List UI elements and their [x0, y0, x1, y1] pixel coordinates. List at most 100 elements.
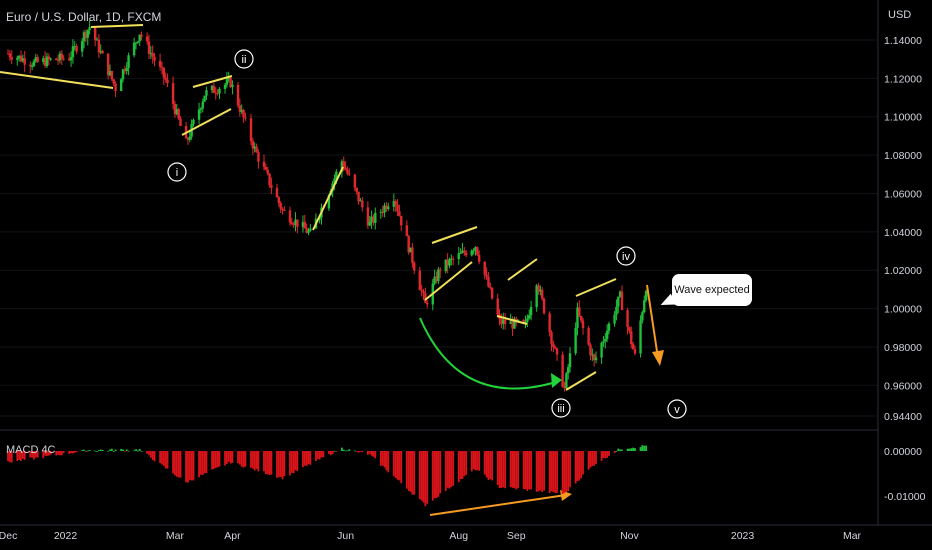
- candle-body: [618, 291, 622, 297]
- macd-bar: [359, 451, 362, 452]
- macd-bar: [340, 447, 343, 451]
- macd-bar: [333, 450, 336, 452]
- macd-bar: [381, 451, 384, 466]
- macd-bar: [641, 445, 644, 451]
- candle-body: [268, 173, 271, 186]
- macd-bar: [498, 451, 501, 488]
- candle-body: [418, 270, 421, 291]
- candle-body: [8, 53, 12, 58]
- candle-body: [385, 205, 388, 209]
- macd-bar: [179, 451, 182, 478]
- candle-body: [108, 70, 112, 76]
- candle-body: [136, 41, 140, 43]
- macd-bar: [290, 451, 293, 473]
- macd-bar: [112, 450, 115, 452]
- candle-body: [620, 291, 624, 311]
- macd-bar: [34, 451, 37, 458]
- x-tick-label: Nov: [620, 530, 639, 542]
- macd-bar: [212, 451, 215, 469]
- candle-body: [192, 119, 195, 124]
- macd-bar: [602, 451, 605, 458]
- macd-bar: [161, 451, 163, 465]
- candle-body: [318, 217, 321, 220]
- candle-body: [643, 300, 646, 313]
- macd-bar: [587, 451, 590, 470]
- macd-bar: [23, 451, 26, 460]
- candle-body: [56, 59, 60, 61]
- svg-text:v: v: [674, 404, 680, 416]
- candle-body: [145, 36, 149, 42]
- candle-body: [446, 259, 449, 266]
- macd-bar: [615, 450, 618, 452]
- wave-label-v: v: [667, 399, 687, 419]
- macd-bar: [463, 451, 466, 477]
- macd-tick-label: 0.00000: [884, 446, 922, 458]
- macd-bar: [539, 451, 542, 491]
- macd-bar: [200, 451, 202, 475]
- candle-body: [574, 327, 577, 354]
- y-tick-label: 1.06000: [884, 188, 922, 200]
- candle-body: [464, 252, 468, 256]
- candle-body: [149, 52, 153, 54]
- macd-bar: [487, 451, 490, 480]
- candle-body: [88, 27, 91, 31]
- macd-bar: [420, 451, 423, 501]
- candle-body: [426, 302, 429, 305]
- candle-body: [405, 225, 409, 237]
- trendline: [192, 75, 233, 88]
- candle-body: [288, 210, 292, 223]
- macd-bar: [634, 448, 636, 451]
- candle-body: [394, 201, 397, 205]
- macd-bar: [530, 451, 532, 490]
- macd-bar: [21, 451, 24, 459]
- candle-body: [197, 109, 201, 120]
- macd-bar: [630, 448, 633, 451]
- macd-bar: [448, 451, 451, 489]
- candle-body: [23, 58, 26, 65]
- candle-body: [275, 187, 279, 198]
- macd-bar: [240, 451, 243, 467]
- candle-body: [407, 236, 410, 253]
- candle-body: [17, 55, 21, 58]
- candle-body: [563, 386, 566, 389]
- candle-body: [444, 259, 447, 272]
- expected-arrow: [646, 284, 659, 359]
- macd-bar: [216, 451, 219, 468]
- macd-bar: [75, 451, 78, 452]
- candle-body: [114, 83, 117, 92]
- macd-bar: [604, 451, 607, 459]
- macd-bar: [426, 451, 429, 504]
- candle-body: [305, 228, 308, 233]
- macd-bar: [198, 451, 200, 478]
- candle-body: [448, 259, 451, 266]
- macd-bar: [96, 450, 98, 452]
- candle-body: [244, 117, 247, 119]
- candle-body: [587, 328, 590, 345]
- macd-bar: [201, 451, 204, 475]
- x-tick-label: 2023: [731, 530, 755, 542]
- macd-bar: [563, 451, 566, 493]
- macd-bar: [214, 451, 217, 468]
- macd-bar: [444, 451, 447, 492]
- macd-bar: [589, 451, 592, 468]
- candle-body: [42, 58, 45, 62]
- macd-bar: [266, 451, 269, 475]
- wave-label-i: i: [167, 162, 187, 182]
- expected-arrowhead: [652, 350, 664, 366]
- x-tick-label: Aug: [449, 530, 468, 542]
- candle-body: [509, 321, 512, 325]
- macd-bar: [224, 451, 226, 466]
- price-grid: [0, 39, 878, 417]
- macd-bar: [593, 451, 596, 466]
- macd-bar: [645, 445, 648, 451]
- macd-bar: [409, 451, 412, 492]
- candle-body: [383, 205, 386, 213]
- macd-bar: [543, 451, 545, 491]
- candle-body: [353, 174, 357, 188]
- candle-body: [290, 222, 294, 225]
- macd-bar: [97, 450, 100, 451]
- y-tick-label: 1.00000: [884, 304, 922, 316]
- macd-bar: [504, 451, 507, 489]
- macd-bar: [561, 451, 564, 494]
- candle-body: [594, 357, 598, 361]
